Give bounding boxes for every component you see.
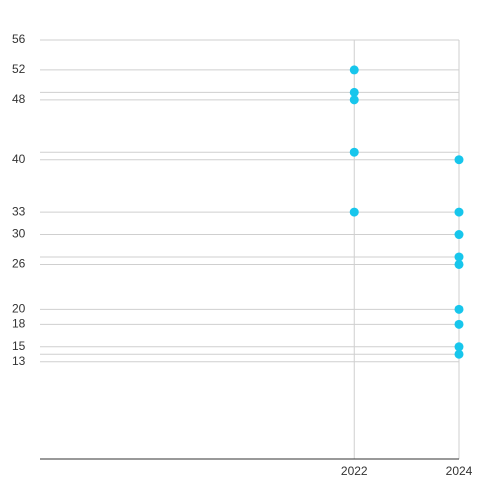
x-tick-label: 2024 xyxy=(446,464,473,478)
point xyxy=(349,207,359,217)
point xyxy=(454,252,464,262)
y-tick-label: 48 xyxy=(12,92,26,106)
point xyxy=(454,230,464,240)
y-tick-label: 33 xyxy=(12,204,26,218)
point xyxy=(454,155,464,165)
y-tick-label: 18 xyxy=(12,316,26,330)
y-tick-label: 56 xyxy=(12,32,26,46)
point xyxy=(349,87,359,97)
y-tick-label: 30 xyxy=(12,227,26,241)
y-tick-label: 13 xyxy=(12,354,26,368)
y-tick-label: 40 xyxy=(12,152,26,166)
point xyxy=(454,207,464,217)
point xyxy=(454,349,464,359)
point xyxy=(454,342,464,352)
point xyxy=(454,304,464,314)
point xyxy=(349,65,359,75)
point xyxy=(454,259,464,269)
y-tick-label: 15 xyxy=(12,339,26,353)
y-tick-label: 52 xyxy=(12,62,26,76)
y-tick-label: 26 xyxy=(12,257,26,271)
x-tick-label: 2022 xyxy=(341,464,368,478)
y-tick-label: 20 xyxy=(12,302,26,316)
point xyxy=(349,147,359,157)
point xyxy=(454,319,464,329)
point xyxy=(349,95,359,105)
